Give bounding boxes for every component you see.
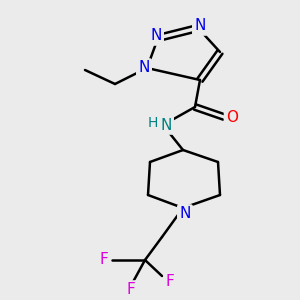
Text: N: N	[179, 206, 191, 221]
Text: N: N	[194, 19, 206, 34]
Text: N: N	[150, 28, 162, 44]
Text: N: N	[160, 118, 172, 133]
Text: H: H	[148, 116, 158, 130]
Text: O: O	[226, 110, 238, 124]
Text: F: F	[100, 253, 108, 268]
Text: N: N	[138, 61, 150, 76]
Text: F: F	[127, 283, 135, 298]
Text: F: F	[166, 274, 174, 290]
